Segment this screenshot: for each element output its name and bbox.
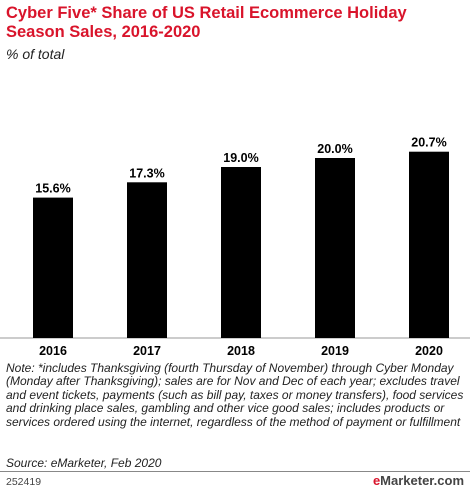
category-label-2019: 2019	[321, 344, 349, 358]
bar-chart: 15.6% 2016 17.3% 2017 19.0% 2018 20.0% 2019 20.7…	[0, 136, 470, 358]
chart-id: 252419	[6, 476, 42, 488]
value-label-2017: 17.3%	[129, 166, 164, 180]
category-label-2016: 2016	[39, 344, 67, 358]
chart-title: Cyber Five* Share of US Retail Ecommerce…	[6, 4, 407, 41]
category-label-2017: 2017	[133, 344, 161, 358]
bar-2019	[315, 158, 355, 338]
bar-2020	[409, 151, 449, 338]
chart-subtitle: % of total	[6, 46, 65, 62]
value-label-2020: 20.7%	[411, 136, 446, 150]
footer-divider	[0, 471, 470, 472]
chart-source: Source: eMarketer, Feb 2020	[6, 456, 162, 470]
value-label-2016: 15.6%	[35, 182, 70, 196]
bar-2017	[127, 182, 167, 338]
category-label-2018: 2018	[227, 344, 255, 358]
value-label-2018: 19.0%	[223, 151, 258, 165]
emarketer-logo: eMarketer.com	[372, 473, 464, 488]
bar-2016	[33, 197, 73, 338]
bar-2018	[221, 167, 261, 338]
chart-note: Note: *includes Thanksgiving (fourth Thu…	[6, 361, 464, 429]
value-label-2019: 20.0%	[317, 142, 352, 156]
category-label-2020: 2020	[415, 344, 443, 358]
